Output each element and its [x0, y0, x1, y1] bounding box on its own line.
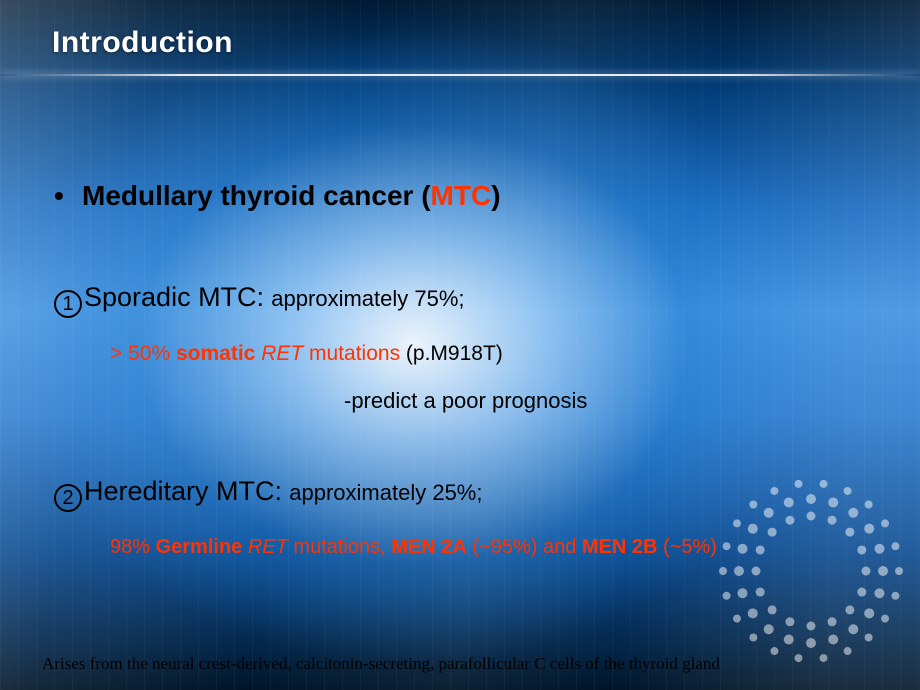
item-2-p2a: (~95%) and [467, 536, 582, 558]
bullet-prefix: Medullary thyroid cancer ( [82, 180, 431, 211]
item-1-paren: (p.M918T) [400, 342, 503, 365]
bullet-suffix: ) [491, 180, 500, 211]
item-2: 2Hereditary MTC: approximately 25%; 98% … [54, 476, 880, 559]
bullet-marker: • [54, 180, 82, 212]
item-1: 1Sporadic MTC: approximately 75%; > 50% … [54, 282, 880, 414]
slide: Introduction • Medullary thyroid cancer … [0, 0, 920, 690]
item-2-men2a: MEN 2A [391, 536, 467, 558]
slide-content: • Medullary thyroid cancer (MTC) 1Sporad… [54, 180, 880, 559]
item-1-head: Sporadic MTC: [84, 282, 264, 312]
item-2-p2b: (~5%) [657, 536, 716, 558]
item-2-mut: mutations, [288, 536, 391, 558]
main-bullet: • Medullary thyroid cancer (MTC) [54, 180, 880, 212]
item-1-somatic: somatic [176, 342, 255, 365]
item-1-mut: mutations [303, 342, 400, 365]
item-2-detail: 98% Germline RET mutations, MEN 2A (~95%… [110, 536, 880, 559]
item-1-sub: approximately 75%; [271, 286, 464, 311]
item-1-prognosis: -predict a poor prognosis [344, 388, 880, 414]
bullet-acronym: MTC [431, 180, 492, 211]
item-2-ret: RET [248, 536, 288, 558]
item-2-men2b: MEN 2B [582, 536, 658, 558]
item-2-head: Hereditary MTC: [84, 476, 282, 506]
item-1-number: 1 [54, 290, 82, 318]
slide-title: Introduction [52, 26, 233, 60]
item-1-ret: RET [261, 342, 303, 365]
item-1-detail: > 50% somatic RET mutations (p.M918T) [110, 342, 880, 366]
item-2-sub: approximately 25%; [289, 480, 482, 505]
item-2-number: 2 [54, 484, 82, 512]
item-2-pct: 98% [110, 536, 156, 558]
bullet-text: Medullary thyroid cancer (MTC) [82, 180, 501, 212]
footer-note: Arises from the neural crest-derived, ca… [42, 654, 880, 674]
item-1-gt: > 50% [110, 342, 176, 365]
item-2-germ: Germline [156, 536, 243, 558]
